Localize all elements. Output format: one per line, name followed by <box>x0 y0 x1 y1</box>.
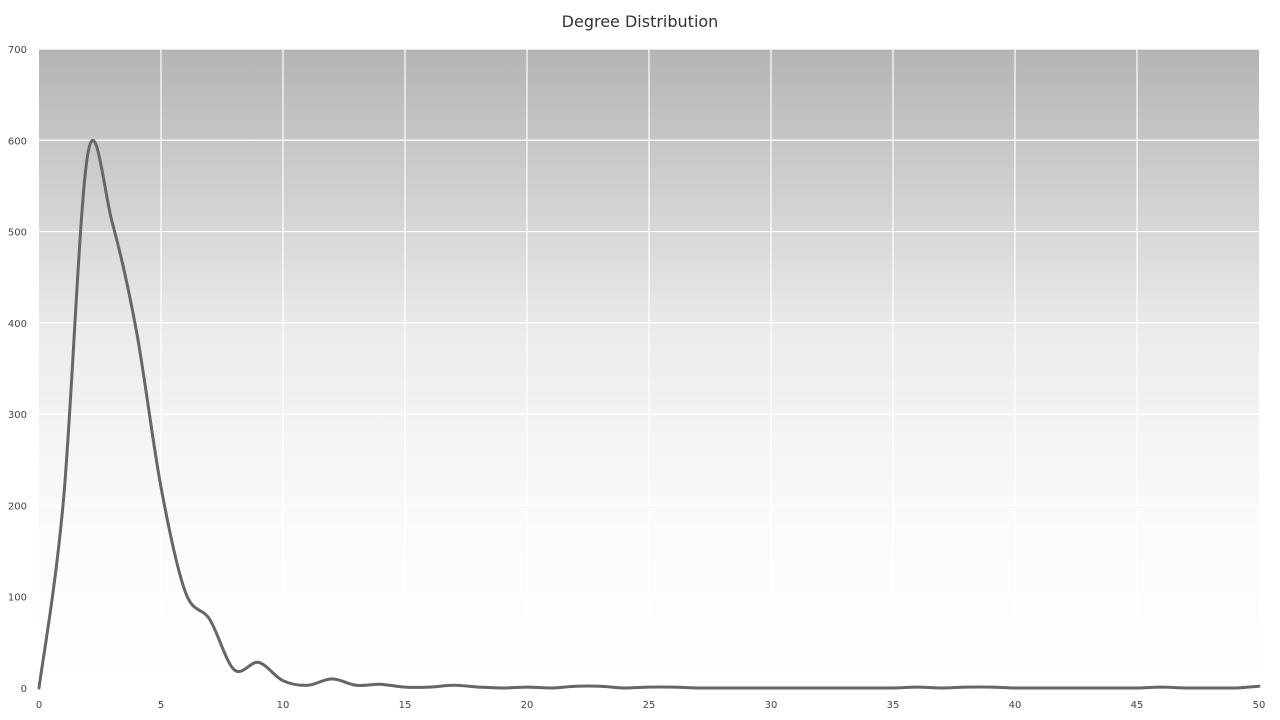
y-tick-label: 400 <box>8 319 27 330</box>
x-tick-label: 0 <box>36 700 42 711</box>
x-tick-label: 5 <box>158 700 164 711</box>
series-line <box>37 139 1261 690</box>
y-tick-label: 200 <box>8 501 27 512</box>
y-tick-label: 100 <box>8 593 27 604</box>
y-tick-label: 300 <box>8 410 27 421</box>
y-tick-label: 0 <box>21 684 27 695</box>
x-tick-label: 35 <box>887 700 900 711</box>
x-axis-ticks: 0 5 10 15 20 25 30 35 40 45 50 <box>36 700 1266 711</box>
grid-lines <box>39 48 1259 688</box>
y-axis-ticks: 0 100 200 300 400 500 600 700 <box>8 45 27 695</box>
x-tick-label: 10 <box>277 700 290 711</box>
y-tick-label: 600 <box>8 136 27 147</box>
x-tick-label: 40 <box>1009 700 1022 711</box>
x-tick-label: 30 <box>765 700 778 711</box>
x-tick-label: 45 <box>1131 700 1144 711</box>
x-tick-label: 50 <box>1253 700 1266 711</box>
x-tick-label: 25 <box>643 700 656 711</box>
x-tick-label: 15 <box>399 700 412 711</box>
y-tick-label: 500 <box>8 228 27 239</box>
chart-title: Degree Distribution <box>562 12 719 31</box>
x-tick-label: 20 <box>521 700 534 711</box>
y-tick-label: 700 <box>8 45 27 56</box>
